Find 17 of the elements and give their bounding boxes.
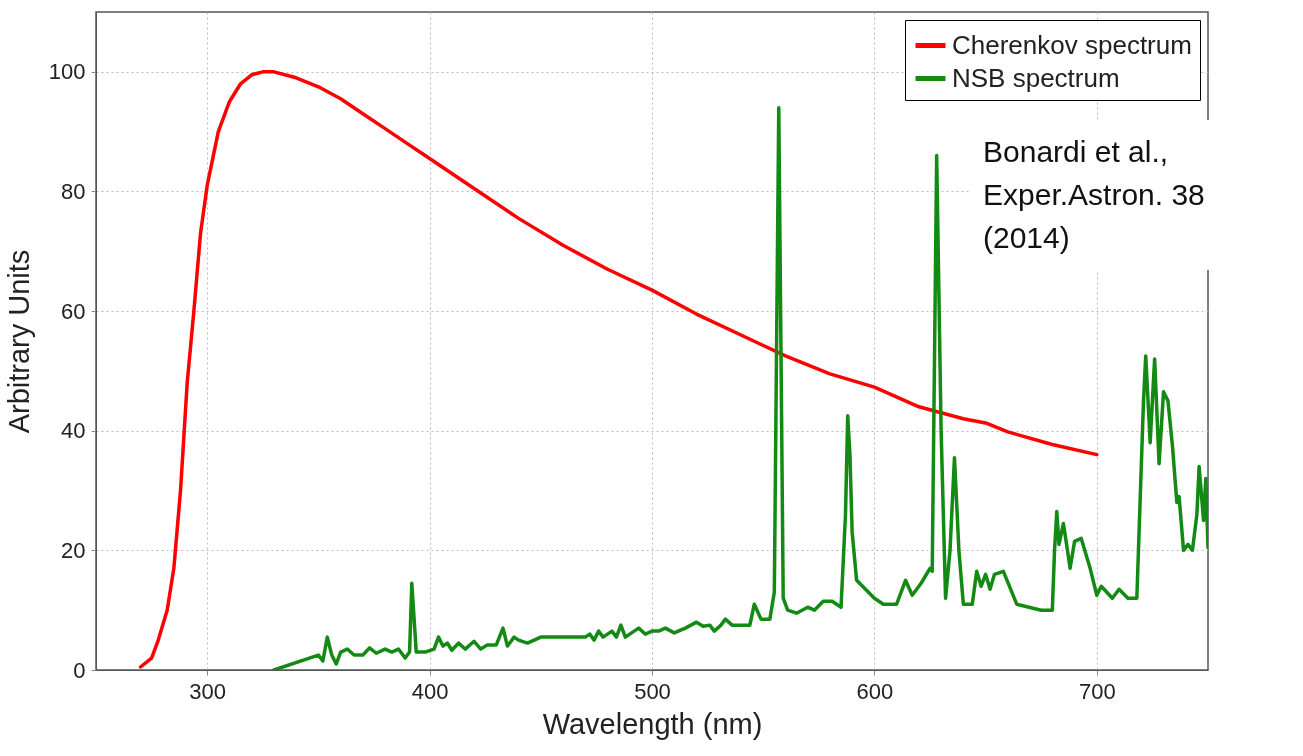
y-tick-label: 80: [61, 178, 86, 204]
legend-label: NSB spectrum: [952, 62, 1120, 93]
x-axis-title: Wavelength (nm): [542, 707, 763, 740]
y-tick-label: 60: [61, 298, 86, 324]
annotation: Bonardi et al., Exper.Astron. 38 (2014): [983, 135, 1205, 254]
x-tick-label: 400: [411, 678, 449, 704]
x-tick-label: 600: [856, 678, 894, 704]
x-tick-label: 500: [634, 678, 671, 704]
y-axis-title: Arbitrary Units: [2, 249, 35, 434]
y-tick-label: 100: [48, 59, 86, 85]
x-tick-label: 300: [189, 678, 227, 704]
x-tick-label: 700: [1078, 678, 1116, 704]
line-series: [272, 105, 1208, 670]
y-tick-label: 20: [61, 537, 86, 563]
y-tick-label: 40: [61, 418, 86, 444]
y-tick-label: 0: [73, 657, 86, 683]
legend-label: Cherenkov spectrum: [952, 29, 1192, 60]
